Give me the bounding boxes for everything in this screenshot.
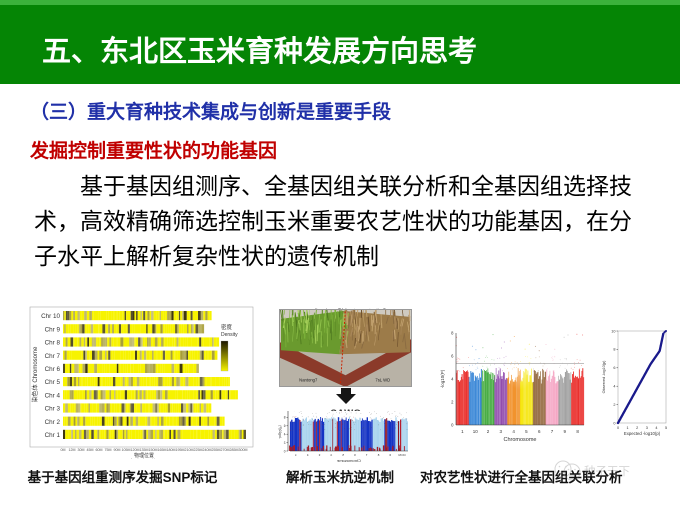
svg-text:ChrM: ChrM	[398, 453, 406, 457]
svg-text:8: 8	[377, 453, 379, 457]
svg-text:密度: 密度	[221, 323, 233, 331]
svg-text:135M: 135M	[140, 448, 149, 452]
svg-text:Chr 6: Chr 6	[45, 366, 61, 373]
svg-text:Nantong7: Nantong7	[299, 378, 318, 383]
svg-text:Chr 9: Chr 9	[45, 326, 61, 333]
svg-text:Chr 8: Chr 8	[45, 340, 61, 347]
svg-text:-log10(P): -log10(P)	[440, 369, 445, 388]
svg-text:240M: 240M	[203, 448, 212, 452]
svg-text:0: 0	[617, 426, 619, 430]
svg-text:7sL WD: 7sL WD	[375, 378, 390, 383]
svg-text:Chromosome: Chromosome	[336, 458, 361, 463]
svg-text:105M: 105M	[122, 448, 131, 452]
svg-text:4: 4	[613, 385, 615, 389]
svg-text:0: 0	[284, 449, 286, 453]
svg-text:0M: 0M	[61, 448, 66, 452]
svg-text:Chr 1: Chr 1	[45, 432, 61, 439]
svg-text:210M: 210M	[185, 448, 194, 452]
svg-text:2: 2	[613, 403, 615, 407]
svg-text:195M: 195M	[176, 448, 185, 452]
svg-text:6: 6	[284, 424, 286, 428]
svg-text:120M: 120M	[131, 448, 140, 452]
svg-text:3: 3	[646, 426, 648, 430]
svg-text:2: 2	[284, 441, 286, 445]
svg-text:9: 9	[389, 453, 391, 457]
svg-text:0: 0	[613, 421, 615, 425]
svg-text:5: 5	[665, 426, 667, 430]
svg-text:300M: 300M	[239, 448, 248, 452]
svg-text:4: 4	[655, 426, 657, 430]
svg-text:Chr 10: Chr 10	[41, 313, 60, 320]
svg-text:种子天下: 种子天下	[584, 464, 630, 478]
svg-text:10: 10	[473, 429, 479, 434]
svg-text:60M: 60M	[96, 448, 103, 452]
svg-text:225M: 225M	[194, 448, 203, 452]
svg-text:285M: 285M	[230, 448, 239, 452]
svg-text:8: 8	[613, 348, 615, 352]
svg-text:75M: 75M	[105, 448, 112, 452]
svg-text:7: 7	[366, 453, 368, 457]
svg-text:-log10(P): -log10(P)	[278, 425, 282, 439]
svg-text:90M: 90M	[114, 448, 121, 452]
svg-text:4: 4	[284, 433, 286, 437]
svg-text:Chr 5: Chr 5	[45, 379, 61, 386]
svg-text:8: 8	[284, 416, 286, 420]
svg-text:Chromosome: Chromosome	[503, 437, 536, 443]
svg-text:150M: 150M	[149, 448, 158, 452]
svg-text:10: 10	[611, 329, 615, 333]
svg-text:6: 6	[613, 366, 615, 370]
svg-text:6: 6	[354, 453, 356, 457]
svg-text:165M: 165M	[158, 448, 167, 452]
svg-text:Observed -log10(p): Observed -log10(p)	[602, 360, 606, 393]
svg-text:Density: Density	[221, 332, 238, 338]
svg-text:Chr 4: Chr 4	[45, 392, 61, 399]
svg-text:180M: 180M	[167, 448, 176, 452]
svg-text:2: 2	[307, 453, 309, 457]
svg-text:3: 3	[318, 453, 320, 457]
svg-text:5: 5	[342, 453, 344, 457]
svg-text:1: 1	[295, 453, 297, 457]
svg-text:Chr 2: Chr 2	[45, 419, 61, 426]
svg-text:270M: 270M	[221, 448, 230, 452]
svg-text:4: 4	[330, 453, 332, 457]
svg-text:Expected -log10(p): Expected -log10(p)	[624, 431, 661, 436]
svg-text:2: 2	[636, 426, 638, 430]
svg-text:12M: 12M	[69, 448, 76, 452]
svg-text:255M: 255M	[212, 448, 221, 452]
svg-text:染色体 Chromosome: 染色体 Chromosome	[31, 346, 39, 402]
svg-text:Chr 3: Chr 3	[45, 406, 61, 413]
svg-text:30M: 30M	[78, 448, 85, 452]
svg-text:Chr 7: Chr 7	[45, 353, 61, 360]
svg-text:45M: 45M	[87, 448, 94, 452]
svg-text:Physical position: Physical position	[128, 458, 161, 459]
svg-text:1: 1	[627, 426, 629, 430]
